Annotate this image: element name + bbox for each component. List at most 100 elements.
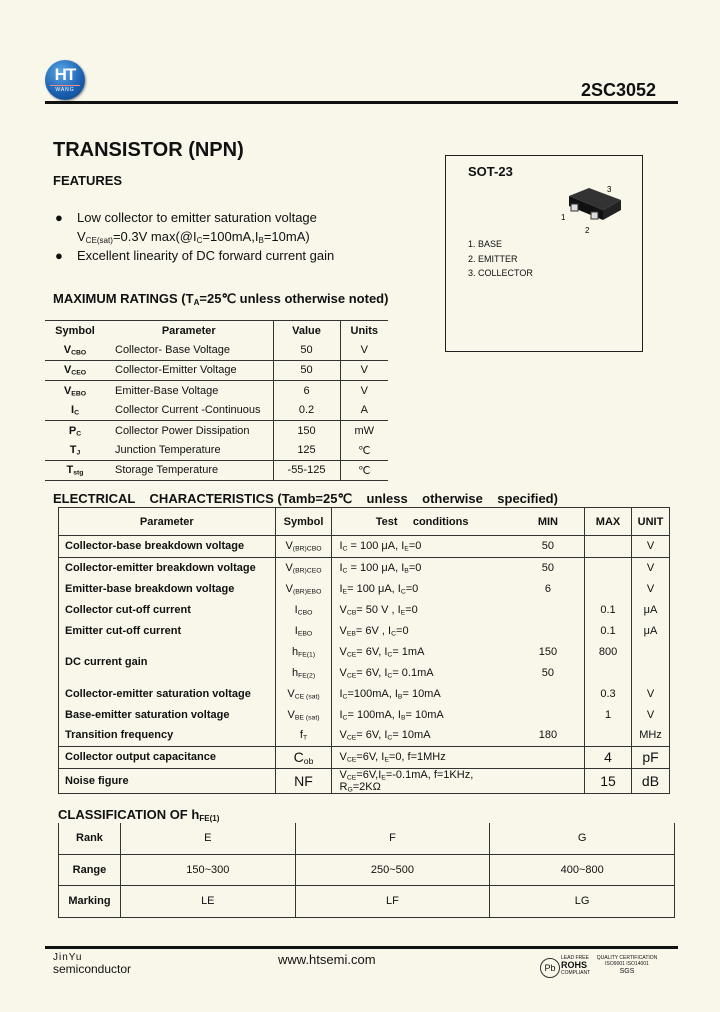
table-row: VCBO Collector- Base Voltage 50 V: [45, 340, 388, 361]
column-header: Symbol: [274, 507, 332, 536]
unit-cell: V: [630, 683, 670, 705]
value-cell: 50: [272, 340, 340, 361]
symbol-cell: TJ: [45, 440, 105, 461]
symbol-cell: IC: [45, 400, 105, 421]
table-row: TJ Junction Temperature 125 ℃: [45, 440, 388, 461]
class-cell: 250~500: [294, 854, 490, 886]
website-link[interactable]: www.htsemi.com: [278, 952, 376, 967]
value-cell: 0.2: [272, 400, 340, 421]
value-cell: -55-125: [272, 460, 340, 482]
table-row: DC current gain hFE(1) VCE= 6V, IC= 1mA 1…: [59, 641, 670, 668]
symbol-cell: Cob: [274, 746, 332, 769]
max-ratings-table: Symbol Parameter Value Units VCBO Collec…: [45, 320, 388, 482]
max-cell: 4: [584, 746, 632, 769]
symbol-cell: ICBO: [274, 599, 332, 621]
min-cell: 150: [538, 645, 558, 658]
max-ratings-heading: MAXIMUM RATINGS (TA=25℃ unless otherwise…: [53, 291, 389, 307]
company-name-line1: JinYu: [53, 952, 83, 963]
column-header: Value: [272, 320, 340, 341]
table-row: Collector output capacitance Cob VCE=6V, …: [58, 746, 670, 769]
class-cell: LF: [294, 885, 490, 918]
table-row: Collector-base breakdown voltage V(BR)CBO…: [58, 535, 670, 558]
table-row: Collector-emitter breakdown voltage V(BR)…: [59, 557, 670, 579]
parameter-cell: Base-emitter saturation voltage: [65, 708, 230, 721]
symbol-cell: VCBO: [45, 340, 105, 361]
sot23-package-icon: 1 2 3: [561, 185, 621, 235]
min-cell: [512, 704, 585, 725]
max-cell: 1: [584, 704, 632, 726]
footer-divider: [45, 946, 678, 949]
lead-free-icon: Pb: [540, 958, 560, 978]
parameter-cell: Storage Temperature: [105, 460, 273, 482]
column-header: Test conditions: [331, 507, 512, 536]
parameter-cell: Collector cut-off current: [65, 604, 191, 617]
package-box: SOT-23 1 2 3 1. BASE 2. EMITTER 3. COLLE…: [445, 155, 643, 352]
condition-cell: VCE=6V,IE=-0.1mA, f=1KHz, RG=2KΩ: [331, 768, 512, 793]
parameter-cell: Junction Temperature: [105, 440, 273, 461]
table-row: hFE(2) VCE= 6V, IC= 0.1mA 50: [59, 662, 670, 684]
parameter-cell: Emitter cut-off current: [65, 625, 182, 637]
parameter-cell: Noise figure: [65, 774, 129, 787]
unit-cell: ℃: [339, 440, 388, 461]
max-cell: 0.1: [584, 599, 632, 621]
table-row: PC Collector Power Dissipation 150 mW: [45, 420, 388, 441]
symbol-cell: V(BR)EBO: [274, 578, 332, 600]
min-cell: 50: [511, 535, 585, 558]
class-cell: LG: [489, 885, 675, 918]
column-header: Symbol: [55, 324, 95, 337]
class-cell: 400~800: [489, 854, 675, 886]
parameter-cell: Collector-Emitter Voltage: [105, 360, 273, 382]
row-label: Range: [58, 854, 121, 886]
max-cell: [584, 557, 632, 579]
logo-subtext: WANG: [55, 87, 75, 93]
max-cell: 0.3: [584, 683, 632, 705]
symbol-cell: fT: [274, 725, 332, 747]
row-label: Rank: [58, 823, 121, 855]
symbol-cell: PC: [68, 424, 82, 438]
feature-item: Excellent linearity of DC forward curren…: [77, 248, 335, 263]
symbol-cell: VCE (sat): [274, 683, 332, 705]
condition-cell: VEB= 6V , IC=0: [331, 620, 512, 642]
company-logo: HT WANG: [45, 60, 85, 100]
max-cell: [584, 535, 632, 558]
pin-label: 2. EMITTER: [468, 254, 518, 264]
table-row: Range 150~300 250~500 400~800: [58, 854, 675, 886]
table-row: Marking LE LF LG: [58, 885, 675, 918]
parameter-cell: Collector Power Dissipation: [115, 424, 250, 437]
max-cell: [584, 725, 632, 747]
unit-cell: pF: [630, 746, 670, 769]
unit-cell: mW: [339, 420, 388, 441]
svg-text:2: 2: [585, 226, 590, 235]
class-cell: G: [489, 823, 675, 855]
min-cell: [512, 683, 585, 704]
max-cell: 800: [584, 641, 632, 663]
condition-cell: IC=100mA, IB= 10mA: [331, 683, 512, 705]
column-header: MAX: [584, 507, 632, 536]
min-cell: [512, 600, 585, 621]
symbol-cell: IEBO: [274, 620, 332, 642]
parameter-cell: DC current gain: [65, 656, 148, 669]
min-cell: 180: [511, 725, 585, 747]
max-cell: 0.1: [584, 620, 632, 642]
value-cell: 150: [272, 420, 340, 441]
condition-cell: VCE= 6V, IC= 0.1mA: [331, 662, 512, 684]
table-row: Rank E F G: [58, 823, 675, 855]
class-cell: LE: [119, 885, 296, 918]
pin-label: 1. BASE: [468, 239, 503, 249]
parameter-cell: Collector output capacitance: [58, 746, 276, 769]
symbol-cell: VBE (sat): [274, 704, 332, 726]
svg-text:1: 1: [561, 213, 566, 222]
unit-cell: [630, 662, 670, 684]
parameter-cell: Collector-base breakdown voltage: [58, 535, 276, 558]
value-cell: 6: [272, 380, 340, 401]
class-cell: F: [294, 823, 490, 855]
unit-cell: V: [630, 535, 670, 558]
table-row: Emitter cut-off current IEBO VEB= 6V , IC…: [59, 620, 670, 642]
table-row: Transition frequency fT VCE= 6V, IC= 10mA…: [58, 725, 670, 747]
svg-text:3: 3: [607, 185, 612, 194]
condition-cell: IC = 100 μA, IB=0: [331, 557, 512, 579]
unit-cell: V: [630, 578, 670, 600]
symbol-cell: VCEO: [45, 360, 105, 382]
max-cell: [584, 662, 632, 684]
min-cell: [512, 768, 585, 793]
